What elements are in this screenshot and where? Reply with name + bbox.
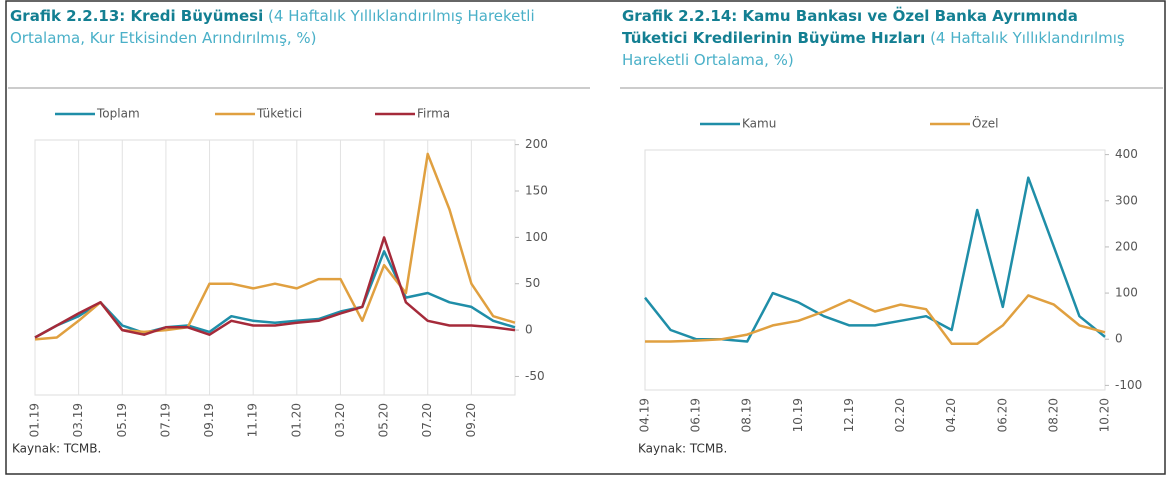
x-tick-label: 06.19 <box>689 398 703 432</box>
legend-label: Toplam <box>96 107 140 121</box>
x-tick-label: 04.20 <box>944 398 958 432</box>
y-tick-label: 300 <box>1115 193 1138 207</box>
legend-label: Kamu <box>742 117 776 131</box>
y-tick-label: 0 <box>525 323 533 337</box>
line <box>645 294 1106 346</box>
legend-label: Firma <box>417 107 450 121</box>
plot-area <box>34 139 516 396</box>
x-tick-label: 05.19 <box>115 403 129 437</box>
x-tick-label: 06.20 <box>995 398 1009 432</box>
y-tick-label: 100 <box>525 230 548 244</box>
chart-title: Grafik 2.2.14: Kamu Bankası ve Özel Bank… <box>622 7 1078 47</box>
y-tick-label: 400 <box>1115 147 1138 161</box>
x-tick-label: 11.19 <box>246 403 260 437</box>
source-note: Kaynak: TCMB. <box>638 442 727 456</box>
x-tick-label: 02.20 <box>893 398 907 432</box>
line <box>644 176 1106 343</box>
y-tick-label: 0 <box>1115 332 1123 346</box>
y-tick-label: 200 <box>525 137 548 151</box>
x-tick-label: 09.19 <box>202 403 216 437</box>
chart-title: Grafik 2.2.13: Kredi Büyümesi <box>10 7 264 25</box>
x-tick-label: 12.19 <box>842 398 856 432</box>
line <box>34 236 516 339</box>
x-tick-label: 01.20 <box>289 403 303 437</box>
legend-label: Tüketici <box>256 107 302 121</box>
x-tick-label: 01.19 <box>28 403 42 437</box>
title-block: Grafik 2.2.14: Kamu Bankası ve Özel Bank… <box>622 5 1142 71</box>
frame <box>5 0 1166 475</box>
x-tick-label: 09.20 <box>464 403 478 437</box>
line <box>34 250 516 339</box>
x-tick-label: 07.19 <box>158 403 172 437</box>
title-block: Grafik 2.2.13: Kredi Büyümesi (4 Haftalı… <box>10 5 570 49</box>
x-tick-label: 07.20 <box>420 403 434 437</box>
y-tick-label: 150 <box>525 184 548 198</box>
x-tick-label: 05.20 <box>377 403 391 437</box>
x-tick-label: 04.19 <box>638 398 652 432</box>
plot-area <box>644 149 1106 391</box>
y-tick-label: 100 <box>1115 286 1138 300</box>
x-tick-label: 10.20 <box>1098 398 1112 432</box>
x-tick-label: 08.19 <box>740 398 754 432</box>
y-tick-label: -100 <box>1115 378 1142 392</box>
x-tick-label: 08.20 <box>1046 398 1060 432</box>
chart-subtitle: (4 Haftalık Yıllıklandırılmış Hareketli … <box>10 7 535 47</box>
y-tick-label: 200 <box>1115 239 1138 253</box>
x-tick-label: 10.19 <box>791 398 805 432</box>
source-note: Kaynak: TCMB. <box>12 442 101 456</box>
chart-subtitle: (4 Haftalık Yıllıklandırılmış Hareketli … <box>622 29 1125 69</box>
legend-label: Özel <box>972 115 998 131</box>
y-tick-label: 50 <box>525 276 540 290</box>
x-tick-label: 03.20 <box>333 403 347 437</box>
y-tick-label: -50 <box>525 369 545 383</box>
x-tick-label: 03.19 <box>71 403 85 437</box>
